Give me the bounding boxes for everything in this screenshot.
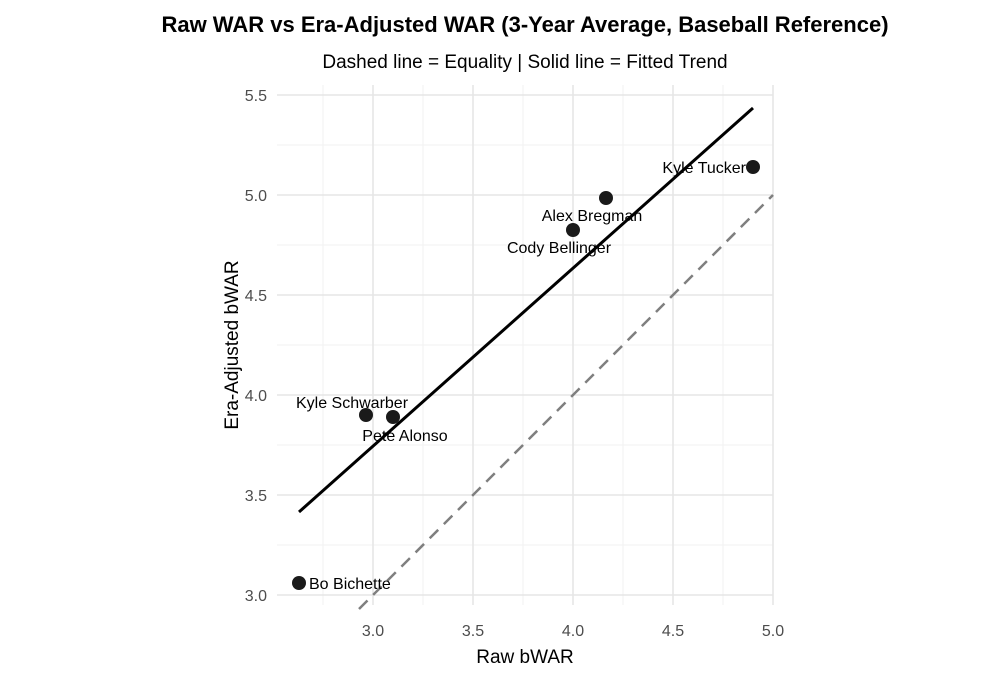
y-tick-label: 4.5 xyxy=(245,288,267,305)
x-axis-label: Raw bWAR xyxy=(476,647,573,668)
data-point xyxy=(386,410,400,424)
reference-lines xyxy=(298,106,774,610)
point-label: Pete Alonso xyxy=(362,428,448,445)
data-point xyxy=(746,160,760,174)
point-label: Alex Bregman xyxy=(542,208,643,225)
x-tick-label: 3.5 xyxy=(462,623,484,640)
point-label: Bo Bichette xyxy=(309,576,391,593)
data-point xyxy=(599,191,613,205)
y-tick-label: 4.0 xyxy=(245,388,267,405)
data-point xyxy=(359,408,373,422)
y-tick-label: 3.5 xyxy=(245,488,267,505)
point-label: Cody Bellinger xyxy=(507,240,612,257)
data-points: Bo Bichette Kyle Schwarber Pete Alonso Cody… xyxy=(292,160,760,593)
y-tick-label: 5.5 xyxy=(245,88,267,105)
data-point xyxy=(566,223,580,237)
x-tick-label: 5.0 xyxy=(762,623,784,640)
data-point xyxy=(292,576,306,590)
y-axis-label: Era-Adjusted bWAR xyxy=(222,260,243,429)
x-tick-label: 4.0 xyxy=(562,623,584,640)
fitted-trend-line xyxy=(298,106,754,514)
axis-ticks: 3.0 3.5 4.0 4.5 5.0 3.0 3.5 4.0 4.5 5.0 5.5 xyxy=(245,88,784,640)
grid xyxy=(277,85,774,605)
y-tick-label: 5.0 xyxy=(245,188,267,205)
equality-line xyxy=(358,194,774,610)
chart-title: Raw WAR vs Era-Adjusted WAR (3-Year Aver… xyxy=(161,12,888,37)
x-tick-label: 4.5 xyxy=(662,623,684,640)
chart-subtitle: Dashed line = Equality | Solid line = Fi… xyxy=(322,52,727,73)
point-label: Kyle Schwarber xyxy=(296,395,409,412)
y-tick-label: 3.0 xyxy=(245,588,267,605)
x-tick-label: 3.0 xyxy=(362,623,384,640)
point-label: Kyle Tucker xyxy=(662,160,746,177)
